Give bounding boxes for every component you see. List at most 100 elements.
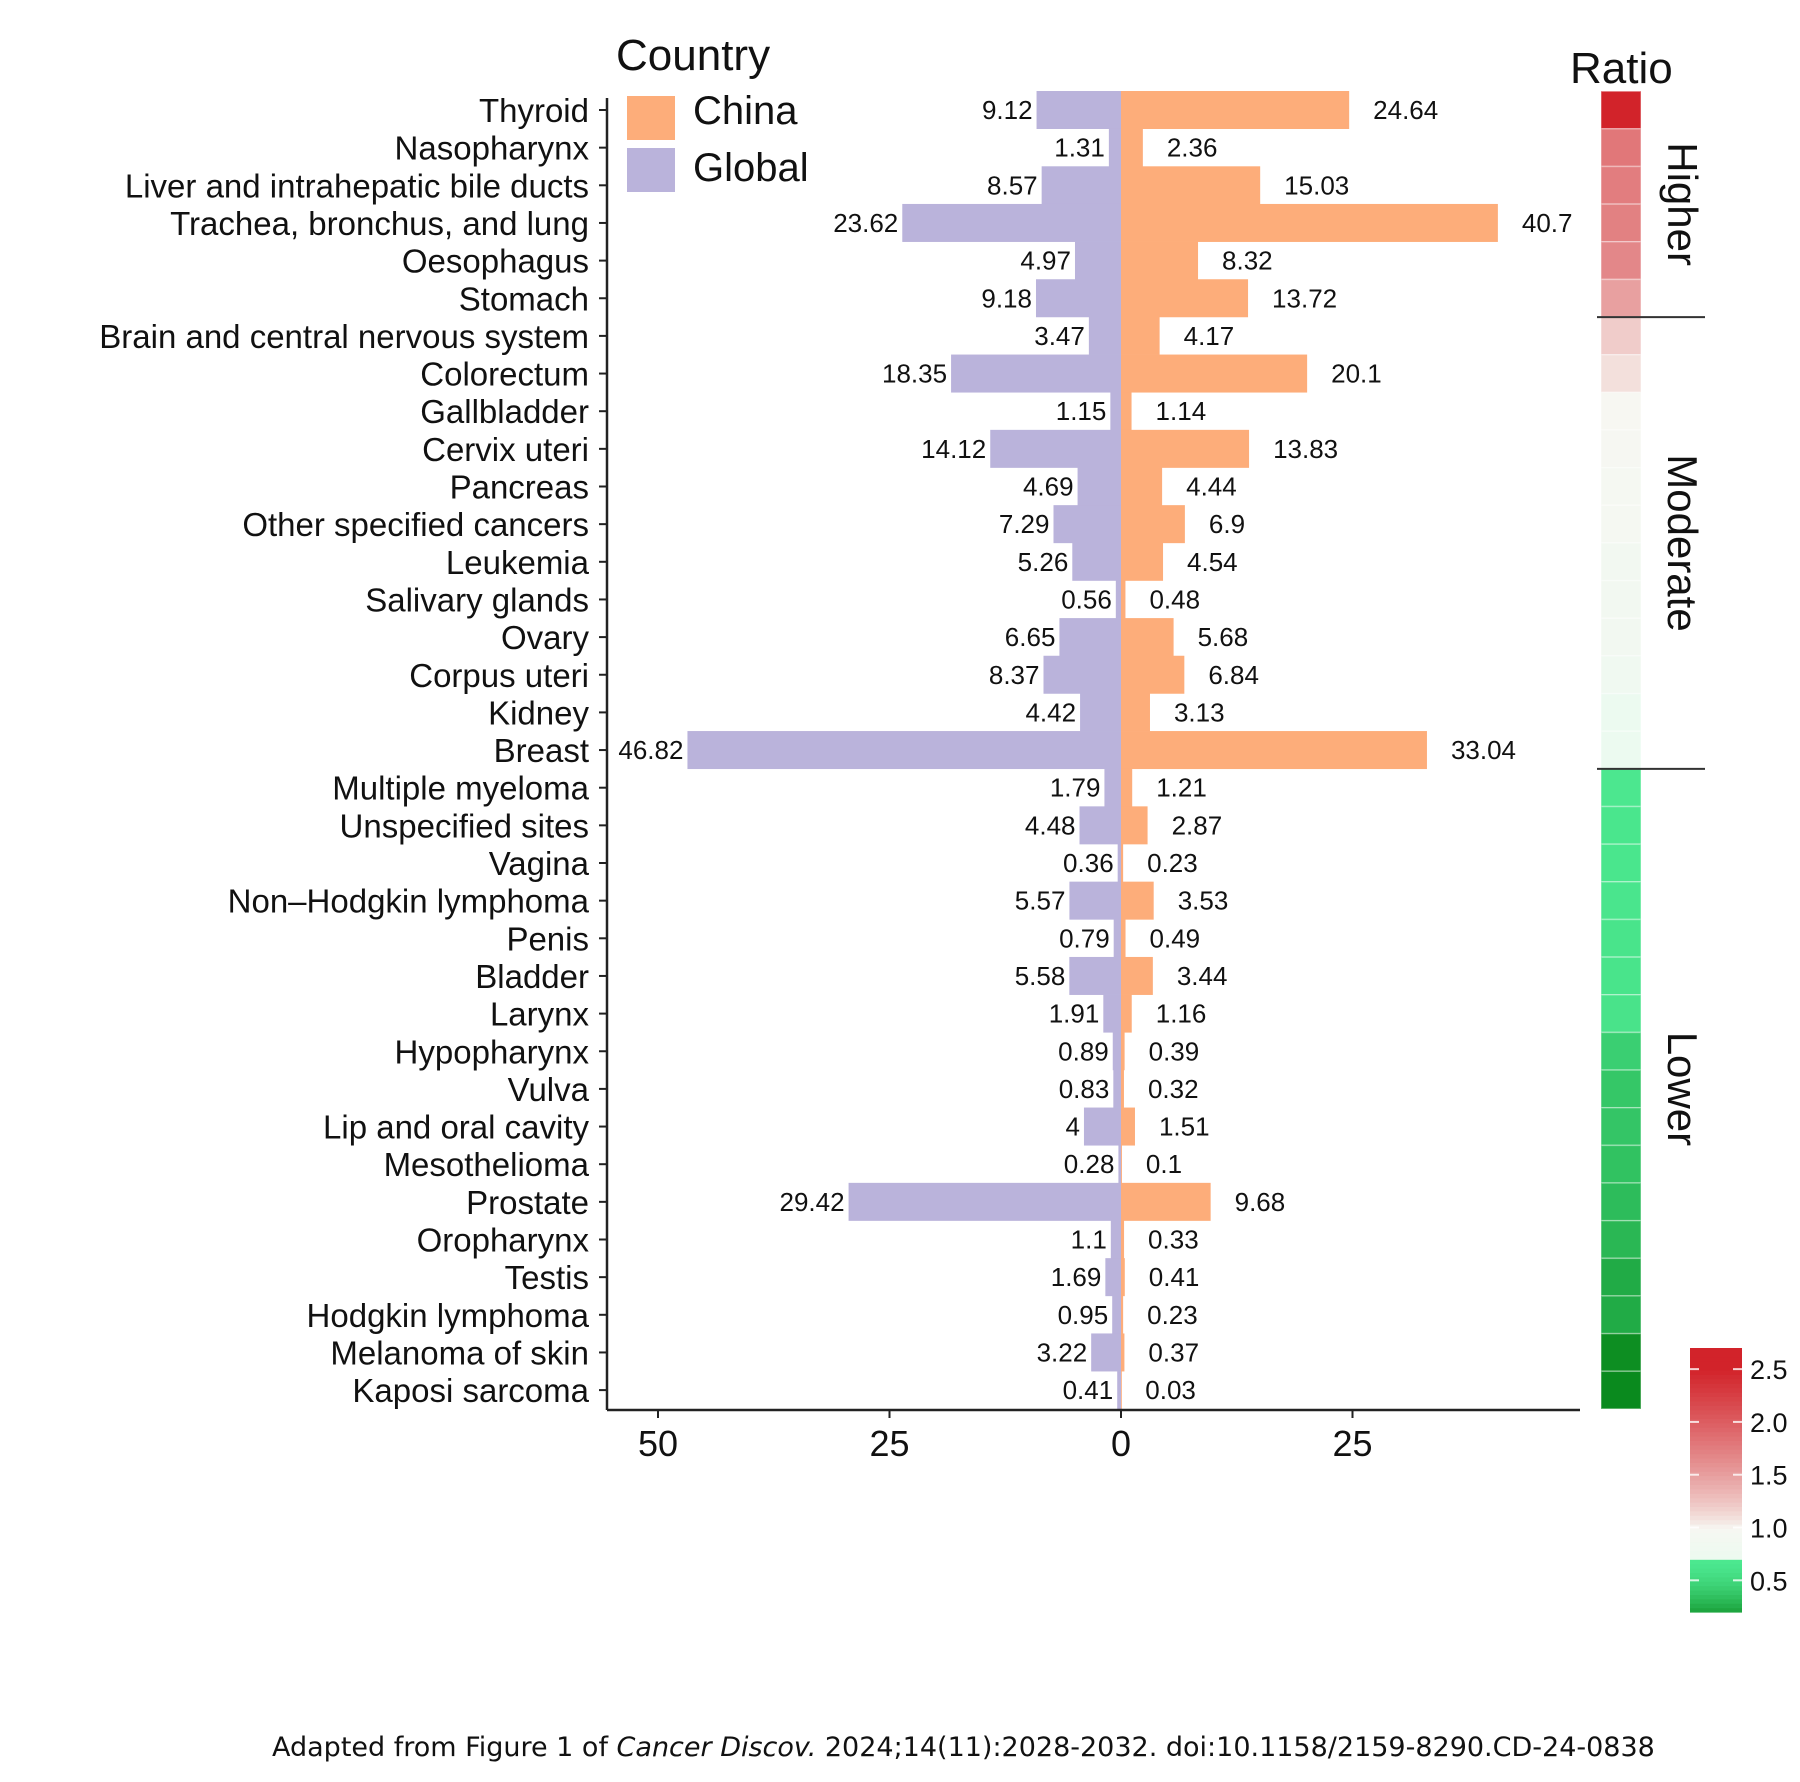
ratio-cell-testis [1600, 1257, 1642, 1297]
colorbar-segment [1690, 1590, 1742, 1595]
colorbar-segment [1690, 1387, 1742, 1393]
colorbar-segment [1690, 1607, 1742, 1613]
bar-global-mesothelioma [1118, 1145, 1121, 1184]
colorbar-segment [1690, 1484, 1742, 1490]
ratio-cell-vulva [1600, 1069, 1642, 1109]
value-label-china: 1.16 [1156, 999, 1207, 1029]
bar-china-pancreas [1121, 467, 1163, 506]
value-label-global: 9.18 [981, 283, 1032, 313]
bar-china-bladder [1121, 956, 1153, 995]
ratio-cell-stomach [1600, 278, 1642, 318]
category-label: Hypopharynx [395, 1033, 590, 1070]
value-label-global: 5.58 [1015, 961, 1066, 991]
colorbar-segment [1690, 1378, 1742, 1384]
bar-global-liver-and-intrahepatic-bile-ducts [1041, 166, 1121, 205]
bar-china-testis [1121, 1258, 1125, 1297]
colorbar-segment [1690, 1427, 1742, 1433]
colorbar-tick-label: 2.5 [1750, 1355, 1788, 1385]
ratio-cell-oropharynx [1600, 1219, 1642, 1260]
ratio-cell-kidney [1600, 692, 1642, 732]
colorbar-segment [1690, 1581, 1742, 1587]
bar-global-stomach [1035, 279, 1121, 318]
category-label: Testis [505, 1259, 589, 1296]
bar-global-lip-and-oral-cavity [1083, 1107, 1121, 1146]
bar-global-larynx [1103, 994, 1121, 1033]
category-label: Breast [494, 732, 589, 769]
ratio-panel: Ratio Higher Moderate Lower [1570, 44, 1706, 1410]
colorbar-segment [1690, 1598, 1742, 1604]
colorbar-tick-label: 1.5 [1750, 1461, 1788, 1491]
x-tick-label: 25 [869, 1423, 909, 1464]
category-label: Lip and oral cavity [323, 1109, 589, 1146]
ratio-cell-vagina [1600, 843, 1642, 883]
ratio-cell-pancreas [1600, 466, 1642, 507]
ratio-cell-gallbladder [1600, 391, 1642, 431]
category-label: Salivary glands [365, 581, 589, 618]
colorbar-segment [1690, 1471, 1742, 1477]
colorbar-segment [1690, 1453, 1742, 1459]
axes-layer: 50 25 0 25 [599, 98, 1580, 1464]
category-label: Colorectum [420, 356, 589, 393]
ratio-cell-bladder [1600, 956, 1642, 996]
colorbar-tick-label: 1.0 [1750, 1514, 1788, 1544]
bar-china-gallbladder [1121, 392, 1132, 431]
value-label-global: 8.37 [989, 660, 1040, 690]
value-label-china: 24.64 [1373, 95, 1438, 125]
bar-global-vagina [1117, 844, 1121, 882]
colorbar-segment [1690, 1418, 1742, 1424]
labels-layer: 9.12 24.64 Thyroid 1.31 2.36 Nasopharynx 8.57 1… [99, 92, 1572, 1409]
bar-global-pancreas [1077, 467, 1121, 506]
value-label-china: 0.1 [1146, 1149, 1182, 1179]
category-label: Oesophagus [402, 243, 589, 280]
value-label-china: 3.44 [1177, 961, 1228, 991]
bar-china-ovary [1121, 618, 1174, 657]
value-label-china: 1.51 [1159, 1112, 1210, 1142]
bar-china-multiple-myeloma [1121, 768, 1133, 807]
colorbar-segment [1690, 1493, 1742, 1499]
ratio-cell-hodgkin-lymphoma [1600, 1295, 1642, 1335]
bar-global-hypopharynx [1112, 1032, 1121, 1071]
ratio-cell-lip-and-oral-cavity [1600, 1106, 1642, 1147]
bar-global-breast [687, 731, 1121, 770]
category-label: Oropharynx [417, 1222, 590, 1259]
ratio-cell-melanoma-of-skin [1600, 1332, 1642, 1373]
ratio-group-label-moderate: Moderate [1659, 454, 1706, 631]
colorbar-segment [1690, 1563, 1742, 1569]
ratio-cell-unspecified-sites [1600, 805, 1642, 845]
bar-global-unspecified-sites [1079, 806, 1121, 845]
colorbar-segment [1690, 1444, 1742, 1450]
category-label: Mesothelioma [384, 1146, 590, 1183]
colorbar-segment [1690, 1550, 1742, 1556]
bar-china-corpus-uteri [1121, 655, 1185, 694]
colorbar-segment [1690, 1383, 1742, 1389]
colorbar-tick-label: 0.5 [1750, 1566, 1788, 1596]
value-label-global: 0.83 [1059, 1074, 1110, 1104]
diverging-bar-chart: 9.12 24.64 Thyroid 1.31 2.36 Nasopharynx 8.57 1… [99, 31, 1788, 1613]
legend-swatch-global [627, 148, 675, 192]
value-label-china: 1.21 [1156, 773, 1207, 803]
ratio-group-label-lower: Lower [1659, 1032, 1706, 1146]
value-label-global: 4.69 [1023, 472, 1074, 502]
colorbar-segment [1690, 1365, 1742, 1371]
value-label-global: 46.82 [618, 735, 683, 765]
caption-journal: Cancer Discov. [616, 1732, 817, 1763]
colorbar-segment [1690, 1475, 1742, 1481]
category-label: Ovary [501, 619, 590, 656]
bar-global-gallbladder [1110, 392, 1121, 431]
value-label-global: 14.12 [921, 434, 986, 464]
ratio-cell-penis [1600, 918, 1642, 958]
colorbar-segment [1690, 1466, 1742, 1472]
ratio-cell-kaposi-sarcoma [1600, 1370, 1642, 1410]
category-label: Penis [506, 920, 589, 957]
bar-china-lip-and-oral-cavity [1121, 1107, 1135, 1146]
ratio-cell-trachea-bronchus-and-lung [1600, 203, 1642, 243]
category-label: Bladder [475, 958, 589, 995]
colorbar-segment [1690, 1449, 1742, 1455]
bar-china-colorectum [1121, 354, 1308, 393]
category-label: Brain and central nervous system [99, 318, 589, 355]
value-label-china: 33.04 [1451, 735, 1516, 765]
colorbar-segment [1690, 1559, 1742, 1565]
colorbar-segment [1690, 1506, 1742, 1512]
value-label-global: 1.31 [1054, 133, 1105, 163]
bar-china-stomach [1121, 279, 1249, 318]
